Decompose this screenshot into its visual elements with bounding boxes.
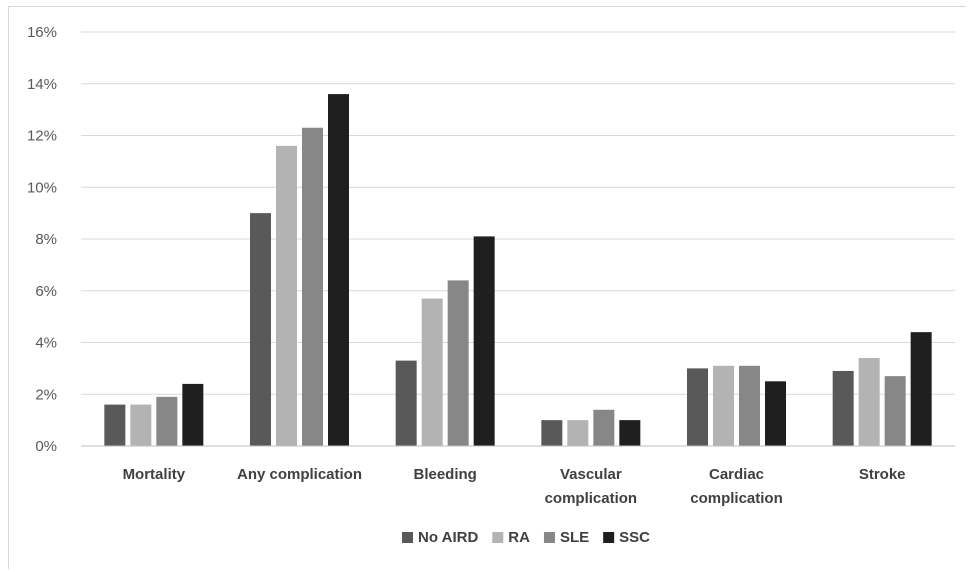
y-tick-label: 6% bbox=[35, 283, 57, 300]
legend-swatch bbox=[402, 532, 414, 543]
legend-label: SLE bbox=[560, 529, 589, 546]
category-labels: Mortality Any complication Bleeding Vascula… bbox=[123, 466, 906, 507]
bar bbox=[302, 127, 323, 447]
bar bbox=[541, 420, 563, 446]
y-tick-label: 12% bbox=[27, 128, 57, 145]
y-tick-label: 2% bbox=[35, 386, 57, 403]
bar bbox=[858, 358, 880, 446]
bar bbox=[884, 376, 906, 446]
bar bbox=[619, 420, 641, 446]
bar bbox=[687, 368, 708, 446]
y-tick-label: 10% bbox=[27, 179, 57, 196]
category-label: Cardiac bbox=[709, 466, 764, 483]
bar bbox=[104, 404, 126, 446]
bar bbox=[395, 360, 417, 446]
category-label: Vascular bbox=[560, 466, 622, 483]
legend-label: No AIRD bbox=[418, 529, 478, 546]
legend-swatch bbox=[603, 532, 615, 543]
legend: No AIRD RA SLE SSC bbox=[402, 529, 650, 546]
bar bbox=[421, 298, 443, 446]
bar bbox=[473, 236, 495, 446]
bar bbox=[593, 409, 615, 446]
bar bbox=[182, 383, 204, 446]
y-axis-ticks: 0% 2% 4% 6% 8% 10% 12% 14% 16% bbox=[27, 24, 57, 455]
y-tick-label: 0% bbox=[35, 438, 57, 455]
bar bbox=[130, 404, 152, 446]
bar bbox=[156, 396, 178, 446]
bars bbox=[104, 94, 932, 447]
y-tick-label: 14% bbox=[27, 76, 57, 93]
bar bbox=[765, 381, 786, 446]
bar-chart: 0% 2% 4% 6% 8% 10% 12% 14% 16% Mortality Any comp… bbox=[27, 24, 955, 546]
category-label: complication bbox=[690, 490, 783, 507]
legend-swatch bbox=[492, 532, 504, 543]
y-tick-label: 4% bbox=[35, 335, 57, 352]
category-label: Bleeding bbox=[413, 466, 476, 483]
gridlines bbox=[81, 31, 955, 395]
chart-area: 0% 2% 4% 6% 8% 10% 12% 14% 16% Mortality Any comp… bbox=[8, 6, 966, 569]
bar bbox=[739, 365, 760, 446]
bar bbox=[328, 94, 349, 446]
y-tick-label: 8% bbox=[35, 231, 57, 248]
bar bbox=[832, 370, 854, 446]
bar bbox=[250, 213, 271, 446]
legend-swatch bbox=[543, 532, 555, 543]
category-label: Any complication bbox=[237, 466, 362, 483]
category-label: Mortality bbox=[123, 466, 186, 483]
bar bbox=[910, 332, 932, 446]
bar bbox=[713, 365, 734, 446]
y-tick-label: 16% bbox=[27, 24, 57, 41]
bar bbox=[276, 145, 297, 446]
legend-label: SSC bbox=[619, 529, 650, 546]
bar bbox=[447, 280, 469, 446]
category-label: Stroke bbox=[859, 466, 906, 483]
legend-label: RA bbox=[508, 529, 530, 546]
category-label: complication bbox=[545, 490, 638, 507]
bar bbox=[567, 420, 589, 446]
